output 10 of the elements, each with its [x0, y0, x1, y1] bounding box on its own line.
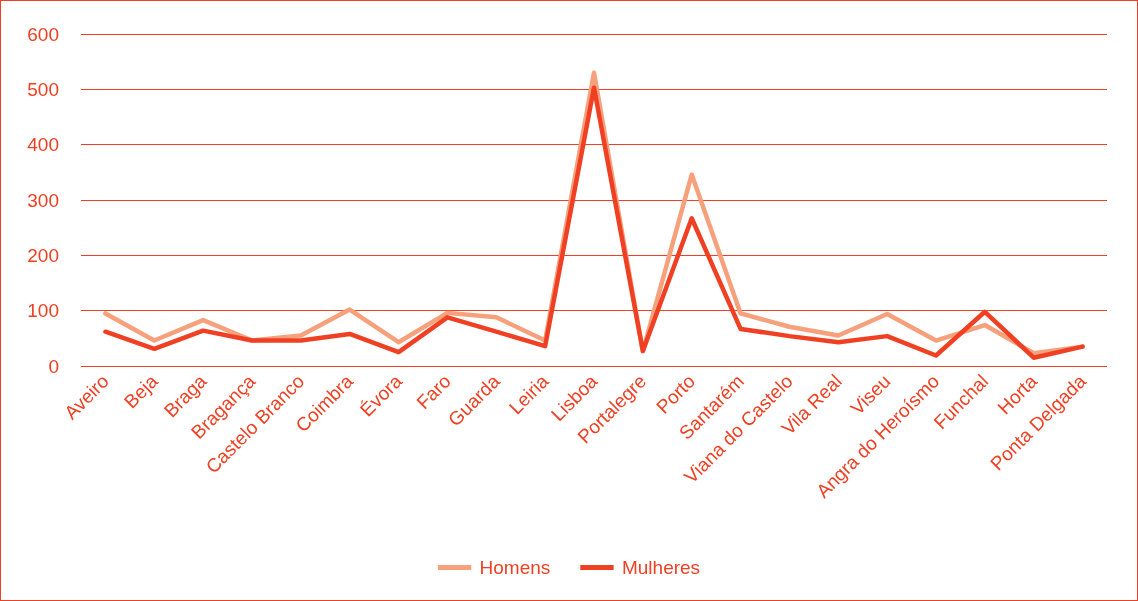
y-tick-label: 0: [48, 355, 59, 377]
y-tick-label: 600: [27, 23, 59, 45]
y-tick-label: 500: [27, 78, 59, 100]
y-tick-label: 300: [27, 189, 59, 211]
y-tick-label: 100: [27, 300, 59, 322]
y-tick-label: 400: [27, 134, 59, 156]
x-tick-label: Beja: [119, 370, 163, 413]
legend-label: Mulheres: [621, 557, 701, 578]
legend-label: Homens: [479, 557, 551, 578]
y-tick-label: 200: [27, 244, 59, 266]
